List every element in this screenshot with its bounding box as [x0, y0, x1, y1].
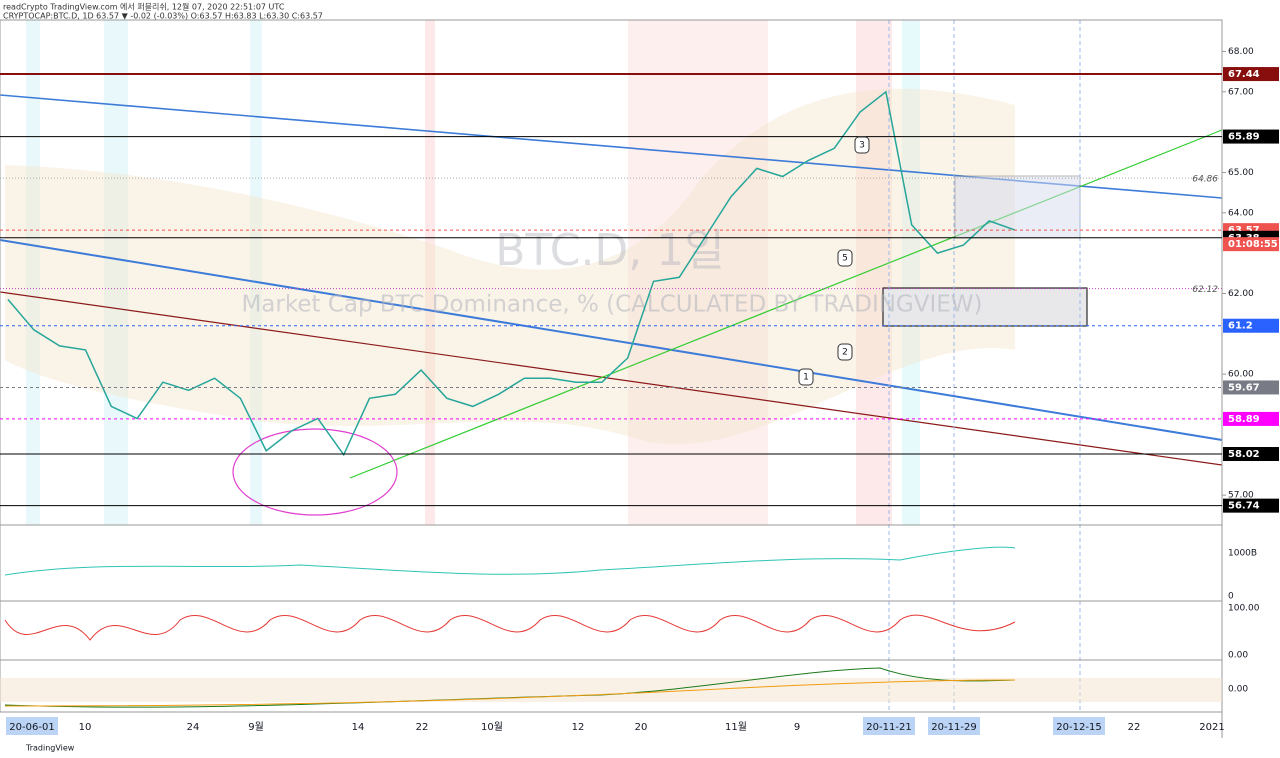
x-tick-highlight — [1053, 717, 1105, 735]
x-tick-label: 20-06-01 — [9, 722, 54, 733]
y-tick-label: 65.00 — [1228, 168, 1254, 178]
x-tick-label: 9월 — [248, 721, 264, 733]
level-label: 56.74 — [1228, 501, 1260, 512]
x-tick-label: 9 — [794, 722, 800, 733]
callout-label: 3 — [859, 141, 865, 151]
x-tick-highlight — [6, 717, 58, 735]
x-tick-label: 10월 — [481, 721, 503, 733]
y-tick-label: 67.00 — [1228, 87, 1254, 97]
x-tick-label: 2021 — [1199, 722, 1224, 733]
x-tick-label: 22 — [1128, 722, 1141, 733]
pane-label: 100.00 — [1228, 604, 1260, 614]
pane-label: 0 — [1228, 592, 1234, 602]
level-box — [1223, 411, 1279, 426]
mark-label: 64.86 — [1192, 175, 1218, 185]
callout-label: 1 — [803, 373, 809, 383]
level-box — [1223, 498, 1279, 513]
x-tick-highlight — [863, 717, 915, 735]
x-tick-label: 20 — [635, 722, 648, 733]
mark-label: 62.12 — [1192, 285, 1218, 295]
header: readCrypto TradingView.com 에서 퍼블리쉬, 12월 … — [3, 2, 285, 12]
level-label: 61.2 — [1228, 321, 1253, 332]
footer: TradingView — [25, 744, 75, 753]
countdown: 01:08:55 — [1228, 239, 1278, 250]
x-tick-label: 14 — [352, 722, 365, 733]
subtitle: Market Cap BTC Dominance, % (CALCULATED … — [241, 292, 982, 318]
x-tick-highlight — [928, 717, 980, 735]
level-box — [1223, 447, 1279, 462]
countdown-box — [1223, 237, 1279, 252]
callout-label: 5 — [842, 254, 848, 264]
pane-label: 0.00 — [1228, 651, 1248, 661]
pane-label: 1000B — [1228, 549, 1257, 559]
y-tick-label: 68.00 — [1228, 47, 1254, 57]
level-label: 65.89 — [1228, 132, 1260, 143]
level-box — [1223, 67, 1279, 82]
callout-label: 2 — [842, 348, 848, 358]
y-tick-label: 62.00 — [1228, 289, 1254, 299]
x-tick-label: 22 — [416, 722, 429, 733]
y-tick-label: 64.00 — [1228, 208, 1254, 218]
x-tick-label: 24 — [187, 722, 200, 733]
callout — [854, 136, 870, 154]
level-box — [1223, 380, 1279, 395]
price-line — [7, 90, 1016, 457]
x-tick-label: 20-11-21 — [866, 722, 911, 733]
level-label: 59.67 — [1228, 382, 1260, 393]
y-tick-label: 57.00 — [1228, 491, 1254, 501]
header: CRYPTOCAP:BTC.D, 1D 63.57 ▼ -0.02 (-0.03… — [3, 12, 323, 21]
level-label: 58.89 — [1228, 414, 1260, 425]
level-label: 63.57 — [1228, 225, 1260, 236]
level-box — [1223, 129, 1279, 144]
y-tick-label: 60.00 — [1228, 370, 1254, 380]
level-label: 67.44 — [1228, 69, 1260, 80]
pane-label: 0.00 — [1228, 685, 1248, 695]
watermark: BTC.D, 1일 — [495, 225, 725, 276]
x-tick-label: 20-12-15 — [1056, 722, 1101, 733]
callout — [837, 249, 853, 267]
level-box — [1223, 318, 1279, 333]
x-tick-label: 11월 — [725, 721, 747, 733]
level-label: 58.02 — [1228, 449, 1260, 460]
callout — [837, 343, 853, 361]
x-tick-label: 20-11-29 — [931, 722, 976, 733]
x-tick-label: 12 — [572, 722, 585, 733]
callout — [798, 368, 814, 386]
x-tick-label: 10 — [79, 722, 92, 733]
